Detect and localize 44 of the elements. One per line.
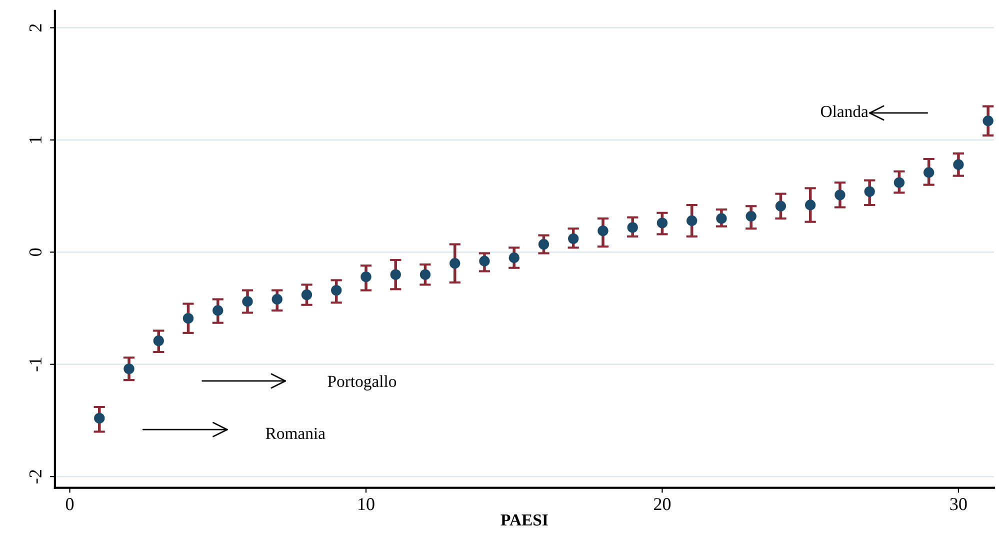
point bbox=[894, 177, 905, 188]
point bbox=[153, 335, 164, 346]
point bbox=[360, 271, 372, 282]
y-tick-label: 0 bbox=[29, 248, 42, 256]
point bbox=[212, 305, 224, 316]
point bbox=[538, 238, 550, 250]
x-axis-title: PAESI bbox=[500, 514, 548, 526]
y-tick-label: 1 bbox=[29, 136, 42, 143]
x-tick-label: 20 bbox=[654, 498, 671, 510]
point bbox=[982, 116, 994, 126]
point bbox=[420, 269, 431, 280]
point bbox=[568, 233, 579, 244]
point bbox=[716, 213, 727, 224]
point bbox=[450, 258, 460, 269]
x-tick-label: 0 bbox=[66, 498, 74, 510]
x-tick-label: 30 bbox=[950, 498, 967, 510]
y-tick-label: -1 bbox=[29, 358, 42, 372]
x-tick-label: 10 bbox=[358, 498, 374, 510]
point bbox=[804, 200, 816, 210]
point bbox=[272, 294, 282, 305]
point bbox=[479, 256, 490, 266]
point bbox=[686, 215, 698, 226]
point bbox=[182, 312, 194, 324]
point bbox=[301, 289, 312, 300]
y-tick-label: 2 bbox=[29, 24, 42, 32]
point bbox=[627, 222, 638, 233]
point bbox=[242, 296, 253, 307]
point bbox=[656, 218, 668, 228]
point bbox=[598, 225, 608, 236]
point bbox=[746, 210, 756, 222]
point bbox=[775, 200, 786, 212]
point bbox=[923, 167, 934, 178]
annotation: Portogallo bbox=[328, 375, 396, 390]
point bbox=[331, 284, 342, 296]
point bbox=[864, 186, 875, 197]
annotation: Romania bbox=[266, 428, 326, 440]
annotation: Olanda bbox=[820, 105, 868, 118]
point bbox=[834, 190, 846, 200]
y-tick-label: -2 bbox=[29, 470, 42, 484]
point bbox=[94, 412, 105, 424]
point bbox=[508, 252, 520, 264]
point bbox=[390, 269, 401, 280]
point bbox=[953, 159, 964, 170]
point bbox=[124, 363, 134, 374]
